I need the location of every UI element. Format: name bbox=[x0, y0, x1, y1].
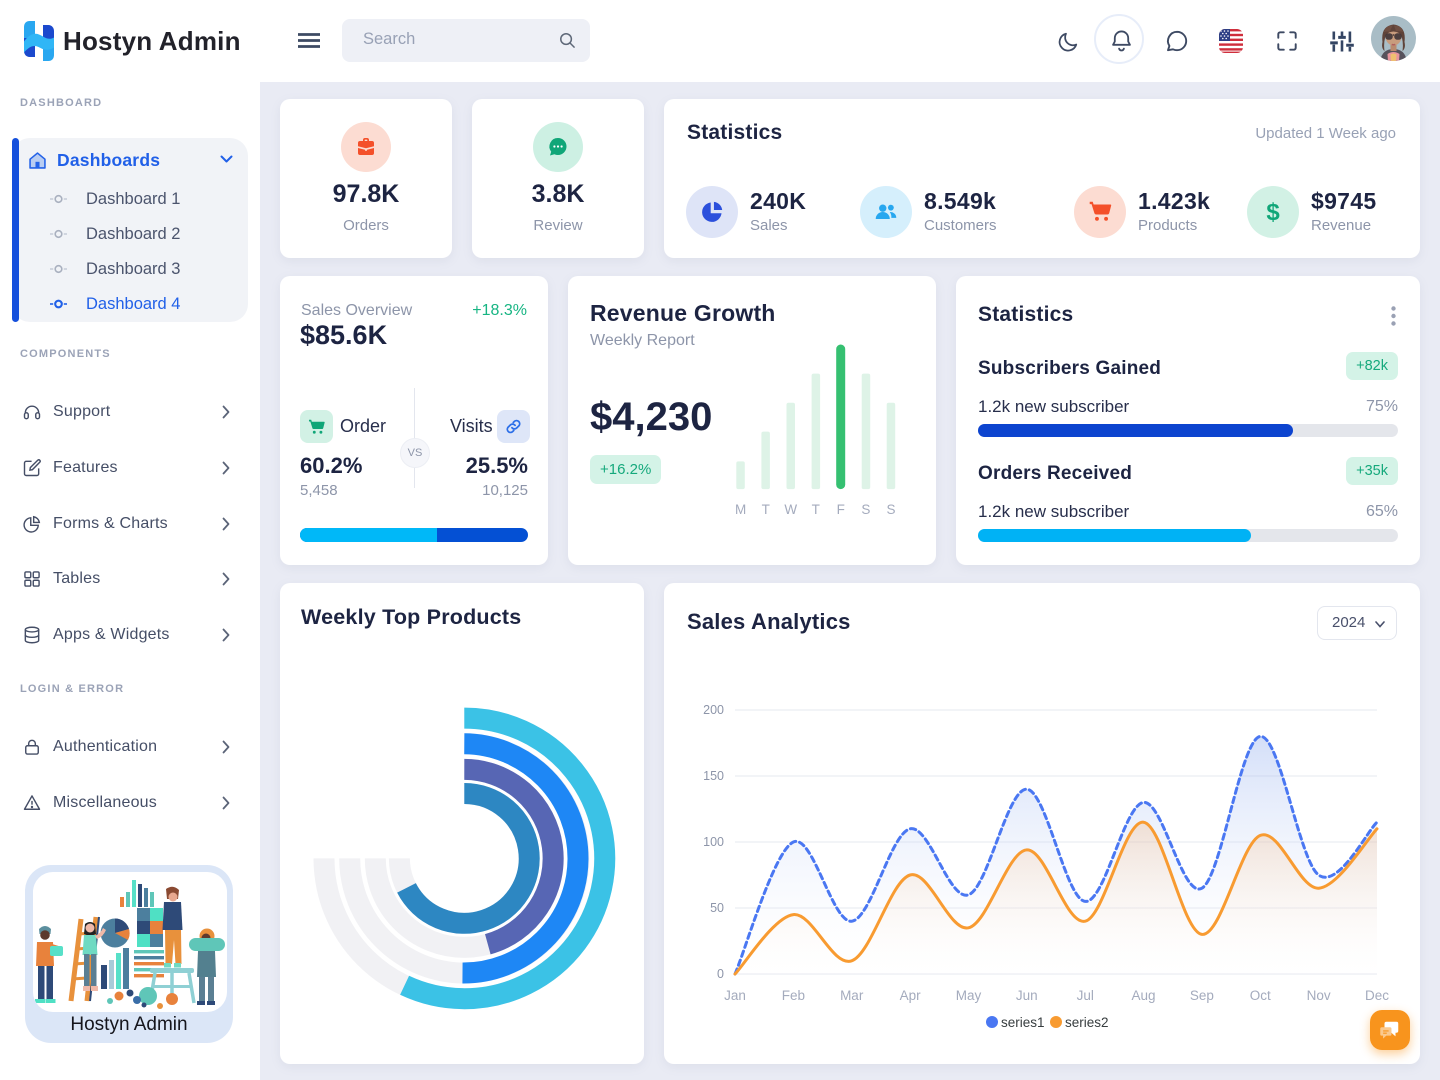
svg-text:0: 0 bbox=[717, 967, 724, 981]
svg-text:Apr: Apr bbox=[900, 988, 922, 1003]
svg-text:200: 200 bbox=[703, 703, 724, 717]
svg-text:100: 100 bbox=[703, 835, 724, 849]
svg-text:Dec: Dec bbox=[1365, 988, 1389, 1003]
svg-text:Jan: Jan bbox=[724, 988, 746, 1003]
svg-text:May: May bbox=[956, 988, 982, 1003]
svg-text:Aug: Aug bbox=[1131, 988, 1155, 1003]
svg-text:Nov: Nov bbox=[1307, 988, 1331, 1003]
svg-text:Sep: Sep bbox=[1190, 988, 1214, 1003]
svg-text:50: 50 bbox=[710, 901, 724, 915]
svg-text:150: 150 bbox=[703, 769, 724, 783]
svg-text:Jun: Jun bbox=[1016, 988, 1038, 1003]
svg-text:Mar: Mar bbox=[840, 988, 864, 1003]
svg-text:Oct: Oct bbox=[1250, 988, 1271, 1003]
svg-text:Feb: Feb bbox=[782, 988, 805, 1003]
svg-text:Jul: Jul bbox=[1077, 988, 1094, 1003]
svg-text:series2: series2 bbox=[1065, 1015, 1109, 1030]
svg-text:$: $ bbox=[1266, 199, 1280, 226]
svg-text:series1: series1 bbox=[1001, 1015, 1045, 1030]
